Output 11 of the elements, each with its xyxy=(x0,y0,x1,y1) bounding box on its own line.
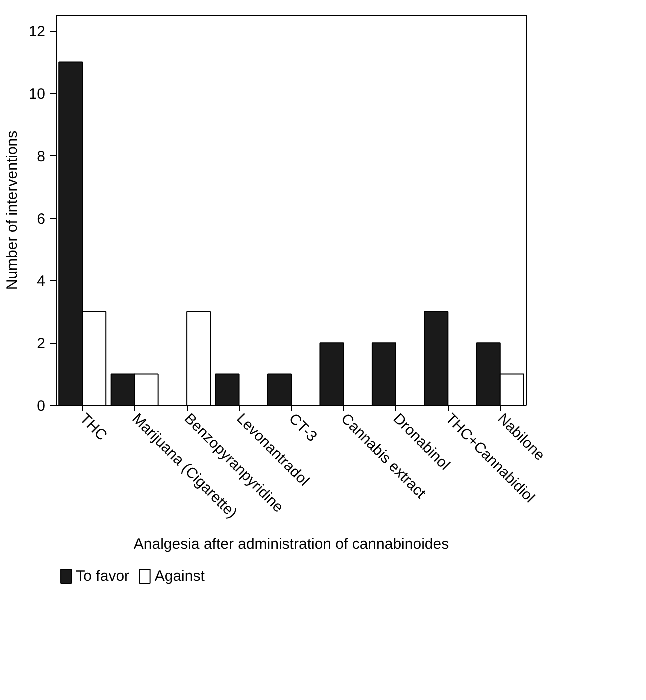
y-axis-title: Number of interventions xyxy=(4,130,21,290)
y-tick-label: 4 xyxy=(37,273,46,290)
legend-label: Against xyxy=(154,568,206,585)
legend-label: To favor xyxy=(76,568,130,585)
y-tick-label: 0 xyxy=(37,398,46,415)
y-tick-label: 8 xyxy=(37,148,46,166)
y-tick-label: 2 xyxy=(37,336,46,353)
x-axis-title: Analgesia after administration of cannabinoides xyxy=(134,536,450,554)
y-tick-label: 6 xyxy=(37,210,46,228)
y-tick-label: 10 xyxy=(28,86,46,103)
y-tick-label: 12 xyxy=(28,24,46,41)
